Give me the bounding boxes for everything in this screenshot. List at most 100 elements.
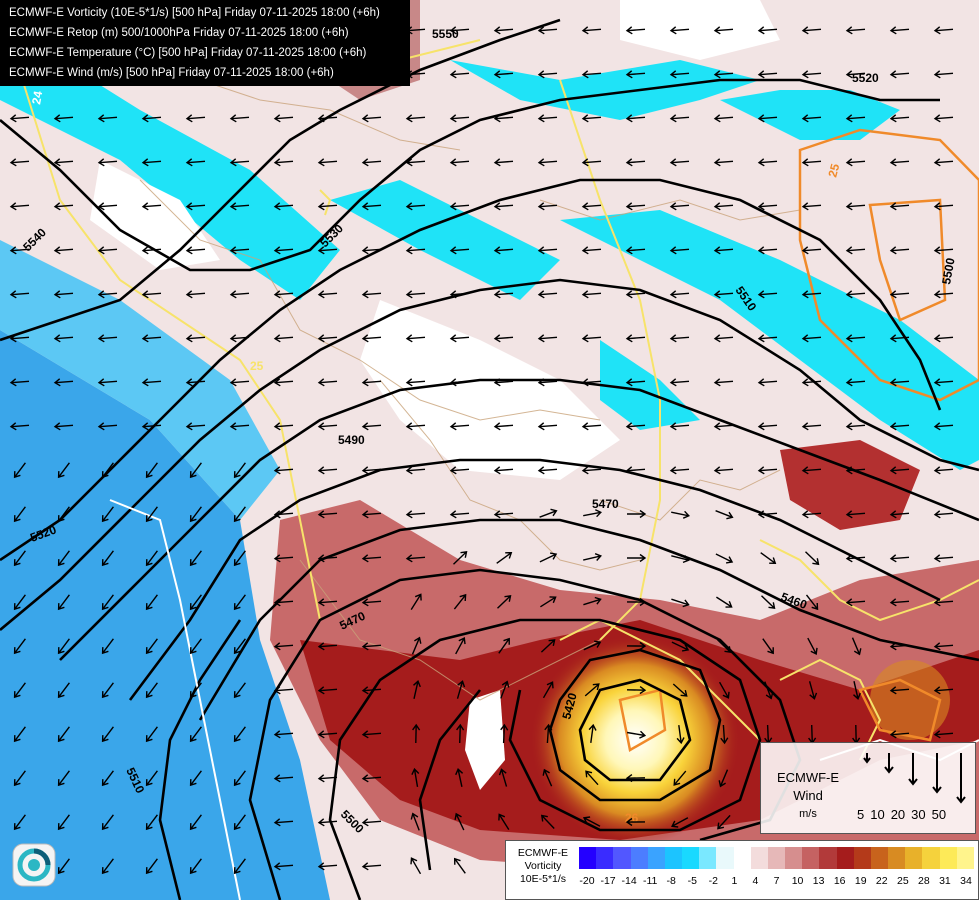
- contour-label: 5500: [939, 256, 957, 285]
- wind-arrow: [625, 334, 646, 343]
- wind-arrow: [496, 551, 513, 564]
- wind-arrow: [625, 466, 646, 475]
- wind-arrow: [493, 70, 514, 79]
- tick-label: 19: [854, 875, 867, 887]
- wind-arrow: [141, 246, 162, 255]
- wind-arrow: [626, 686, 647, 695]
- contour-label: 24: [29, 90, 45, 106]
- wind-arrow: [845, 26, 866, 35]
- wind-arrow: [718, 769, 729, 788]
- vorticity-negative-west: [0, 330, 330, 900]
- wind-arrow: [582, 816, 601, 827]
- wind-arrow: [673, 770, 687, 786]
- wind-arrow: [889, 246, 910, 255]
- wind-arrow: [933, 642, 954, 651]
- wind-arrow: [361, 158, 382, 167]
- vorticity-band-6: [720, 90, 900, 140]
- wind-arrow: [453, 593, 467, 610]
- wind-arrow: [583, 596, 602, 606]
- wind-arrow: [273, 422, 294, 431]
- wind-arrow: [229, 202, 250, 211]
- tick-label: -2: [708, 875, 718, 887]
- color-swatch: [682, 847, 700, 869]
- wind-arrow: [189, 858, 202, 875]
- wind-arrow: [233, 550, 246, 567]
- tick-label: 10: [791, 875, 804, 887]
- wind-legend-title: ECMWF-E Wind m/s: [767, 769, 849, 823]
- wind-arrow: [801, 422, 822, 431]
- wind-arrow: [889, 26, 910, 35]
- wind-arrow: [101, 638, 114, 655]
- wind-arrow: [449, 114, 470, 123]
- wind-arrow: [713, 378, 734, 387]
- wind-arrow: [933, 158, 954, 167]
- color-swatch: [716, 847, 734, 869]
- color-swatch: [922, 847, 940, 869]
- wind-legend-title-line: m/s: [799, 808, 817, 820]
- wind-arrow: [889, 598, 910, 607]
- wind-arrow: [229, 158, 250, 167]
- wind-arrow: [933, 290, 954, 299]
- wind-arrow: [101, 462, 114, 479]
- tick-label: 25: [896, 875, 909, 887]
- wind-arrow: [141, 202, 162, 211]
- wind-arrow: [101, 814, 114, 831]
- wind-arrow: [317, 730, 338, 739]
- wind-arrow: [625, 422, 646, 431]
- wind-arrow: [713, 422, 734, 431]
- wind-arrow: [101, 770, 114, 787]
- wind-arrow: [57, 638, 70, 655]
- wind-arrow: [933, 686, 954, 695]
- wind-arrow: [9, 334, 30, 343]
- wind-arrow: [97, 378, 118, 387]
- wind-arrow: [13, 682, 26, 699]
- wind-arrows: [9, 26, 954, 875]
- wind-arrow: [625, 774, 646, 783]
- wind-arrow: [845, 114, 866, 123]
- color-swatch: [802, 847, 820, 869]
- wind-arrow: [671, 510, 690, 519]
- tick-label: -17: [600, 875, 616, 887]
- color-swatch: [579, 847, 597, 869]
- wind-arrow: [801, 378, 822, 387]
- wind-arrow: [449, 290, 470, 299]
- vorticity-maximum-core: [530, 635, 740, 845]
- wind-arrow: [715, 553, 734, 564]
- tick-label: -14: [621, 875, 637, 887]
- wind-arrow: [361, 422, 382, 431]
- wind-arrow: [757, 510, 778, 519]
- title-box: ECMWF-E Vorticity (10E-5*1/s) [500 hPa] …: [0, 0, 410, 86]
- wind-arrow: [449, 70, 470, 79]
- tick-label: 7: [773, 875, 780, 887]
- wind-arrow: [671, 555, 690, 564]
- wind-arrow: [625, 246, 646, 255]
- wind-arrow: [273, 202, 294, 211]
- wind-arrow: [317, 202, 338, 211]
- wind-arrow: [361, 598, 382, 607]
- color-swatch: [853, 847, 871, 869]
- wind-arrow: [933, 422, 954, 431]
- wind-arrow: [537, 158, 558, 167]
- wind-arrow: [185, 334, 206, 343]
- wind-arrow: [933, 70, 954, 79]
- wind-arrow: [497, 594, 512, 609]
- wind-arrow: [273, 774, 294, 783]
- wind-arrow: [361, 862, 382, 871]
- vorticity-band-1: [0, 60, 340, 300]
- wind-arrow: [542, 681, 554, 699]
- wind-arrow: [718, 681, 730, 699]
- wind-arrow: [669, 334, 690, 343]
- vorticity-band-5: [600, 340, 700, 430]
- wind-arrow: [189, 550, 202, 567]
- wind-arrow: [845, 70, 866, 79]
- wind-arrow: [273, 510, 294, 519]
- color-swatch: [819, 847, 837, 869]
- wind-arrow: [411, 767, 420, 788]
- wind-arrow: [361, 686, 382, 695]
- wind-arrow: [361, 642, 382, 651]
- wind-arrow: [713, 334, 734, 343]
- wind-arrow: [933, 730, 954, 739]
- color-swatch: [785, 847, 803, 869]
- color-swatch: [733, 847, 751, 869]
- wind-arrow: [537, 422, 558, 431]
